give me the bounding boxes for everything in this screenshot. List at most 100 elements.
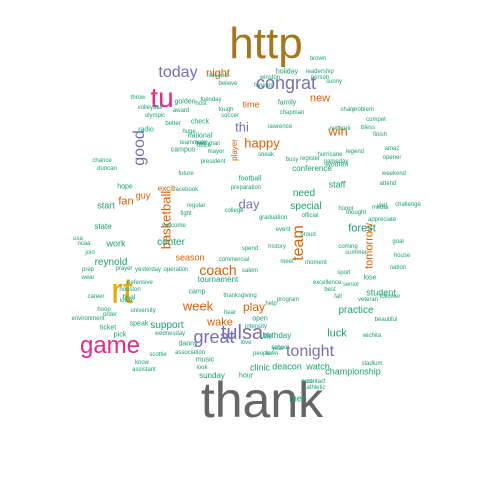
- cloud-word-busy: busy: [285, 157, 299, 163]
- cloud-word-graduation: graduation: [258, 215, 288, 221]
- cloud-word-yesterday: yesterday: [134, 267, 162, 273]
- cloud-word-family: family: [277, 99, 297, 107]
- cloud-word-win: win: [328, 123, 348, 139]
- cloud-word-person: person: [310, 75, 330, 81]
- cloud-word-host: host: [195, 101, 207, 107]
- cloud-word-http: http: [229, 19, 303, 68]
- cloud-word-forward: forward: [253, 83, 275, 89]
- cloud-word-hour: hour: [238, 372, 254, 380]
- cloud-word-history: history: [268, 244, 286, 250]
- cloud-word-wear: wear: [81, 275, 95, 281]
- cloud-word-join: join: [85, 250, 95, 256]
- cloud-word-center: center: [157, 237, 185, 248]
- cloud-word-university: university: [130, 308, 156, 314]
- cloud-word-staff: staff: [328, 179, 346, 190]
- cloud-word-reynold: reynold: [94, 257, 128, 268]
- cloud-word-contact: contact: [306, 379, 326, 385]
- cloud-word-sunny: sunny: [325, 79, 343, 85]
- cloud-word-tough: tough: [218, 107, 234, 113]
- cloud-word-operation: operation: [163, 267, 189, 273]
- cloud-word-finish: finish: [372, 132, 388, 138]
- cloud-word-play: play: [242, 300, 266, 314]
- cloud-word-thank: thank: [200, 372, 324, 428]
- cloud-word-moment: moment: [305, 260, 327, 266]
- cloud-word-danny: danny: [178, 340, 198, 348]
- cloud-word-year: year: [272, 346, 284, 352]
- cloud-word-scottie: scottie: [149, 352, 167, 358]
- cloud-word-lawrence: lawrence: [267, 124, 293, 130]
- cloud-word-future: future: [178, 171, 194, 177]
- cloud-word-season: season: [175, 252, 205, 263]
- cloud-word-appreciate: appreciate: [367, 217, 397, 223]
- cloud-word-house: house: [393, 253, 411, 259]
- cloud-word-office: office: [196, 143, 212, 149]
- cloud-word-soccer: soccer: [221, 113, 239, 119]
- cloud-word-music: music: [195, 356, 215, 364]
- cloud-word-great: great: [193, 327, 235, 347]
- cloud-word-new: new: [309, 92, 331, 105]
- cloud-word-athletic: athletic: [306, 385, 326, 391]
- cloud-word-amaz: amaz: [384, 146, 400, 152]
- cloud-word-official: official: [301, 213, 319, 219]
- cloud-word-leadership: leadership: [306, 69, 334, 75]
- cloud-word-better: better: [165, 121, 181, 127]
- cloud-word-register: register: [299, 156, 321, 162]
- cloud-word-tuesday: tuesday: [200, 97, 222, 103]
- cloud-word-final: final: [122, 294, 136, 302]
- cloud-word-hurricane: hurricane: [317, 152, 343, 158]
- cloud-word-good: good: [131, 130, 148, 166]
- cloud-word-men: men: [289, 393, 307, 404]
- cloud-word-practice: practice: [338, 305, 374, 316]
- cloud-word-lose: lose: [363, 274, 377, 282]
- cloud-word-post: post: [301, 379, 313, 385]
- cloud-word-birthday: birthday: [262, 331, 292, 340]
- cloud-word-usa: usa: [73, 236, 83, 242]
- cloud-word-summer: summer: [345, 250, 367, 256]
- cloud-word-speak: speak: [129, 320, 149, 328]
- cloud-word-championship: championship: [325, 366, 381, 377]
- cloud-word-check: check: [190, 118, 210, 126]
- cloud-word-opener: opener: [382, 155, 402, 161]
- cloud-word-meet: meet: [280, 259, 294, 265]
- cloud-word-environment: environment: [71, 316, 105, 322]
- cloud-word-sunday: sunday: [199, 371, 225, 380]
- cloud-word-legend: legend: [345, 149, 365, 155]
- cloud-word-golden: golden: [174, 98, 196, 106]
- cloud-word-wednesday: wednesday: [154, 331, 186, 337]
- cloud-word-veteran: veteran: [357, 297, 379, 303]
- cloud-word-goal: goal: [392, 239, 404, 245]
- cloud-word-open: open: [252, 315, 268, 323]
- cloud-word-fan: fan: [118, 195, 134, 208]
- cloud-word-mayor: mayor: [207, 149, 225, 155]
- cloud-word-compet: compet: [366, 117, 386, 123]
- cloud-word-regular: regular: [186, 203, 206, 209]
- cloud-word-teammate: teammate: [179, 140, 207, 146]
- cloud-word-conference: conference: [292, 164, 332, 173]
- cloud-word-program: program: [276, 297, 300, 303]
- cloud-word-intensity: intensity: [244, 324, 268, 330]
- cloud-word-hope: hope: [117, 183, 133, 191]
- cloud-word-beautiful: beautiful: [374, 317, 398, 323]
- cloud-word-prep: prep: [81, 267, 95, 273]
- cloud-word-duncan: duncan: [97, 166, 117, 172]
- cloud-word-share: share: [340, 107, 356, 113]
- cloud-word-coming: coming: [338, 244, 358, 250]
- cloud-word-spend: spend: [241, 246, 259, 252]
- cloud-word-life: life: [263, 333, 273, 341]
- cloud-word-tonight: tonight: [285, 343, 335, 360]
- cloud-word-need: need: [292, 188, 316, 199]
- cloud-word-wake: wake: [207, 316, 233, 329]
- cloud-word-help: help: [265, 301, 277, 307]
- cloud-word-award: award: [172, 108, 190, 114]
- cloud-word-know: know: [134, 360, 150, 366]
- cloud-word-weekend: weekend: [381, 171, 407, 177]
- cloud-word-forest: forest: [348, 222, 376, 235]
- cloud-word-throw: throw: [130, 95, 146, 101]
- cloud-word-second: second: [208, 73, 228, 79]
- cloud-word-camp: camp: [188, 288, 206, 296]
- cloud-word-career: career: [87, 294, 105, 300]
- cloud-word-tu: tu: [150, 82, 174, 113]
- cloud-word-rt: rt: [111, 270, 133, 311]
- cloud-word-president: president: [200, 159, 226, 165]
